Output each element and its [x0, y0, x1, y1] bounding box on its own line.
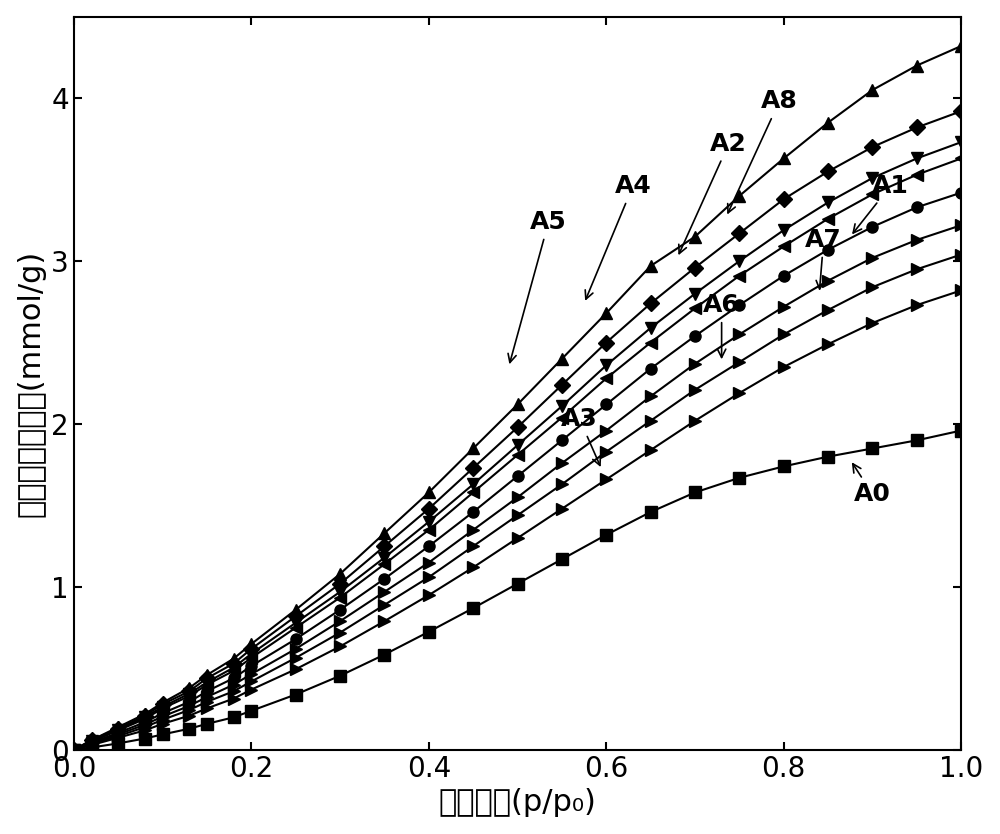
- Text: A2: A2: [679, 132, 747, 254]
- Text: A5: A5: [508, 210, 567, 363]
- Y-axis label: 二氧化碳吸附量(mmol/g): 二氧化碳吸附量(mmol/g): [17, 249, 46, 517]
- Text: A6: A6: [703, 293, 740, 358]
- Text: A0: A0: [853, 464, 891, 506]
- Text: A8: A8: [728, 89, 798, 213]
- X-axis label: 相对压力(p/p₀): 相对压力(p/p₀): [439, 788, 596, 817]
- Text: A4: A4: [585, 174, 651, 299]
- Text: A1: A1: [853, 174, 909, 233]
- Text: A3: A3: [561, 407, 600, 465]
- Text: A7: A7: [805, 228, 842, 289]
